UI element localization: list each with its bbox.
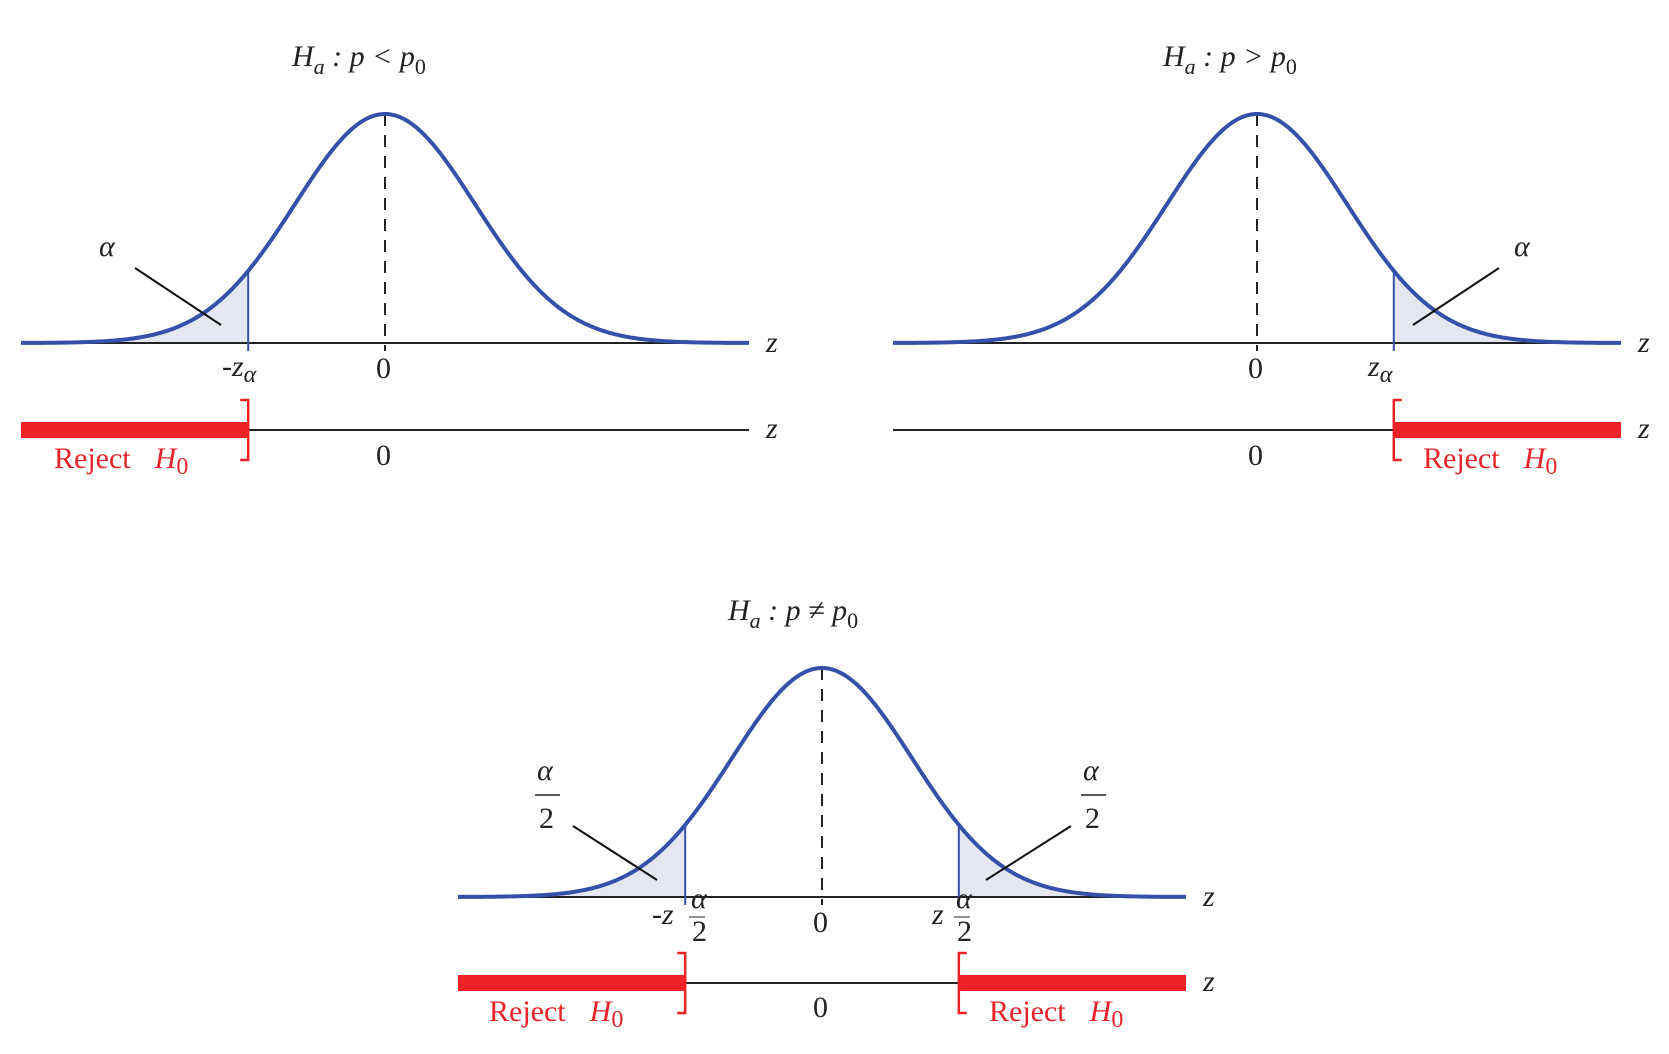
critical-value-denominator: 2 bbox=[692, 915, 707, 948]
reject-bracket bbox=[240, 398, 250, 462]
alpha-label: α bbox=[1514, 230, 1531, 263]
critical-value-numerator: α bbox=[691, 882, 708, 915]
reject-h0-label: Reject H0 bbox=[1423, 442, 1557, 480]
alpha-half-denominator: 2 bbox=[539, 802, 554, 835]
zero-label: 0 bbox=[1248, 352, 1263, 385]
panel-title: Ha : p < p0 bbox=[291, 40, 426, 79]
alpha-half-denominator: 2 bbox=[1085, 802, 1100, 835]
alpha-half-label-left: α 2 bbox=[535, 754, 560, 835]
critical-value-denominator: 2 bbox=[957, 915, 972, 948]
critical-value-label: zα bbox=[1367, 350, 1393, 388]
zero-label: 0 bbox=[1248, 439, 1263, 472]
alpha-half-pointer-left bbox=[572, 825, 658, 881]
normal-curve bbox=[892, 111, 1622, 345]
reject-region-bar-right bbox=[958, 975, 1186, 991]
axis-label: z bbox=[1637, 326, 1650, 359]
reject-bracket-right bbox=[957, 951, 967, 1015]
panel-title: Ha : p ≠ p0 bbox=[727, 594, 858, 633]
alpha-half-region-left bbox=[458, 826, 686, 897]
reject-h0-label: Reject H0 bbox=[54, 442, 188, 480]
zero-label: 0 bbox=[813, 991, 828, 1024]
alpha-half-numerator: α bbox=[537, 754, 554, 787]
critical-value-label-left: -z α 2 bbox=[652, 882, 708, 948]
reject-region-bar-left bbox=[458, 975, 686, 991]
alpha-pointer bbox=[134, 267, 222, 326]
panel-left-tailed: Ha : p < p0 α -zα 0 z 0 z Reject H0 bbox=[20, 40, 778, 480]
panel-two-tailed: Ha : p ≠ p0 α 2 α 2 -z α 2 z α 2 bbox=[457, 594, 1215, 1033]
zero-label: 0 bbox=[376, 352, 391, 385]
alpha-half-label-right: α 2 bbox=[1081, 754, 1106, 835]
alpha-half-pointer-right bbox=[985, 825, 1072, 881]
reject-region-bar bbox=[21, 422, 249, 438]
axis-label: z bbox=[765, 412, 778, 445]
zero-label: 0 bbox=[813, 906, 828, 939]
critical-value-main: z bbox=[931, 898, 944, 931]
critical-value-label: -zα bbox=[222, 350, 257, 388]
reject-region-bar bbox=[1393, 422, 1621, 438]
reject-bracket-left bbox=[677, 951, 687, 1015]
alpha-region bbox=[21, 272, 249, 343]
critical-value-numerator: α bbox=[956, 882, 973, 915]
reject-h0-label-right: Reject H0 bbox=[989, 995, 1123, 1033]
alpha-label: α bbox=[99, 230, 116, 263]
panel-right-tailed: Ha : p > p0 α zα 0 z 0 z Reject H0 bbox=[892, 40, 1650, 480]
panel-title: Ha : p > p0 bbox=[1162, 40, 1297, 79]
reject-bracket bbox=[1392, 398, 1402, 462]
reject-h0-label-left: Reject H0 bbox=[489, 995, 623, 1033]
zero-label: 0 bbox=[376, 439, 391, 472]
alpha-half-numerator: α bbox=[1083, 754, 1100, 787]
critical-value-label-right: z α 2 bbox=[931, 882, 973, 948]
alpha-pointer bbox=[1412, 267, 1500, 326]
axis-label: z bbox=[1202, 965, 1215, 998]
alpha-half-region-right bbox=[958, 824, 1186, 897]
axis-label: z bbox=[765, 326, 778, 359]
normal-curve bbox=[20, 111, 750, 345]
axis-label: z bbox=[1202, 880, 1215, 913]
critical-value-main: -z bbox=[652, 898, 674, 931]
normal-curve bbox=[457, 665, 1187, 899]
alpha-region bbox=[1393, 270, 1621, 343]
axis-label: z bbox=[1637, 412, 1650, 445]
